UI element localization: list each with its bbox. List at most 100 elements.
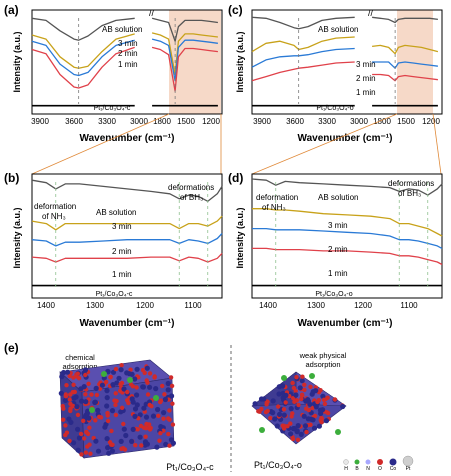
- panel-d-ylabel: Intensity (a.u.): [235, 207, 245, 268]
- cobalt-atom: [104, 436, 110, 442]
- panel-b-xlabel: Wavenumber (cm⁻¹): [80, 318, 175, 329]
- panel-c-frame: [251, 9, 443, 115]
- oxygen-atom: [63, 423, 68, 428]
- octahedron-adsorbates: [259, 373, 341, 435]
- series-line-b-3: [31, 252, 223, 263]
- panel-c-1min-label: 1 min: [356, 88, 376, 97]
- oxygen-atom: [76, 376, 82, 381]
- panel-e: (e) chemical adsorption weak physical ad…: [4, 341, 414, 472]
- oxygen-atom: [302, 387, 307, 393]
- panel-b: (b) Intensity (a.u.) Wavenumber (cm⁻¹) 1…: [4, 171, 223, 329]
- panel-c-tick-1200: 1200: [422, 117, 440, 126]
- oxygen-atom: [75, 412, 81, 418]
- panel-c-axis-break: //: [368, 8, 374, 18]
- cobalt-atom: [75, 426, 81, 432]
- cobalt-atom: [252, 401, 258, 407]
- oxygen-atom: [169, 383, 175, 389]
- panel-d: (d) Intensity (a.u.) Wavenumber (cm⁻¹) 1…: [228, 171, 443, 329]
- oxygen-atom: [63, 432, 68, 438]
- panel-a-tick-3600: 3600: [65, 117, 83, 126]
- oxygen-atom: [321, 397, 327, 402]
- panel-c-tick-1800: 1800: [373, 117, 391, 126]
- cobalt-atom: [295, 423, 301, 429]
- cobalt-atom: [137, 434, 143, 440]
- oxygen-atom: [83, 372, 88, 378]
- cobalt-atom: [297, 385, 303, 391]
- cobalt-atom: [118, 438, 124, 444]
- oxygen-atom: [113, 402, 118, 408]
- oxygen-atom: [143, 434, 148, 439]
- panel-a-1min-label: 1 min: [118, 60, 138, 69]
- cobalt-atom: [134, 392, 140, 398]
- panel-d-3min-label: 3 min: [328, 221, 348, 230]
- ab-molecule-6: [309, 373, 315, 379]
- cobalt-atom: [71, 440, 77, 446]
- oxygen-atom: [308, 384, 313, 389]
- panel-d-1min-label: 1 min: [328, 269, 348, 278]
- oxygen-atom: [291, 385, 297, 391]
- oxygen-atom: [83, 450, 89, 455]
- oxygen-atom: [122, 447, 128, 452]
- cobalt-atom: [320, 393, 326, 399]
- oxygen-atom: [97, 414, 102, 419]
- legend-co-icon: [389, 458, 397, 466]
- oxygen-atom: [118, 388, 123, 394]
- oxygen-atom: [300, 393, 305, 398]
- cobalt-atom: [65, 369, 71, 375]
- cobalt-atom: [154, 444, 160, 450]
- oxygen-atom: [67, 438, 72, 444]
- oxygen-atom: [276, 404, 281, 409]
- octahedron-atoms: [252, 374, 346, 442]
- panel-d-2min-label: 2 min: [328, 245, 348, 254]
- oxygen-atom: [67, 397, 73, 402]
- legend-n-icon: [365, 459, 371, 465]
- panel-c-tick-3600: 3600: [286, 117, 304, 126]
- oxygen-atom: [290, 380, 295, 386]
- panel-d-bh3-label-2: of BH₃: [398, 189, 421, 198]
- panel-a-ticks: 3900 3600 3300 3000 1800 1500 1200: [31, 117, 220, 126]
- oxygen-atom: [147, 402, 152, 408]
- oxygen-atom: [83, 392, 88, 397]
- panel-b-bh3-label-2: of BH₃: [180, 193, 203, 202]
- cobalt-atom: [261, 396, 267, 402]
- oxygen-atom: [61, 417, 66, 422]
- legend-b: B: [355, 466, 359, 472]
- panel-a-label: (a): [4, 3, 19, 17]
- oxygen-atom: [281, 407, 287, 412]
- cobalt-atom: [76, 435, 82, 441]
- oxygen-atom: [105, 410, 110, 416]
- panel-c-tick-1500: 1500: [397, 117, 415, 126]
- oxygen-atom: [145, 392, 151, 397]
- oxygen-atom: [292, 399, 297, 404]
- oxygen-atom: [89, 392, 94, 397]
- cobalt-atom: [143, 414, 150, 420]
- panel-c-tick-3900: 3900: [253, 117, 271, 126]
- panel-d-bh3-label: deformations: [388, 179, 434, 188]
- panel-a-tick-3300: 3300: [98, 117, 116, 126]
- oxygen-atom: [158, 399, 163, 405]
- cobalt-atom: [162, 396, 168, 403]
- series-line-c-0: [251, 16, 438, 30]
- oxygen-atom: [319, 416, 325, 421]
- legend-h-icon: [343, 459, 349, 465]
- panel-a: (a) Intensity (a.u.) Wavenumber (cm⁻¹) 3…: [4, 3, 223, 144]
- cobalt-atom: [105, 445, 111, 451]
- cobalt-atom: [274, 423, 280, 429]
- oxygen-atom: [60, 403, 65, 409]
- oxygen-atom: [167, 443, 172, 448]
- panel-b-ylabel: Intensity (a.u.): [12, 207, 22, 268]
- oxygen-atom: [156, 413, 161, 418]
- panel-d-tick-1100: 1100: [400, 301, 418, 310]
- cobalt-atom: [142, 439, 149, 445]
- series-line-b-0: [31, 179, 223, 202]
- cobalt-atom: [73, 394, 79, 400]
- panel-d-cat-label: Pt₁/Co₃O₄-o: [315, 291, 352, 298]
- cobalt-atom: [308, 416, 314, 422]
- cobalt-atom: [280, 383, 286, 389]
- legend-pt: Pt: [406, 466, 411, 472]
- oxygen-atom: [63, 392, 68, 397]
- panel-a-xlabel: Wavenumber (cm⁻¹): [80, 133, 175, 144]
- cobalt-atom: [141, 405, 147, 411]
